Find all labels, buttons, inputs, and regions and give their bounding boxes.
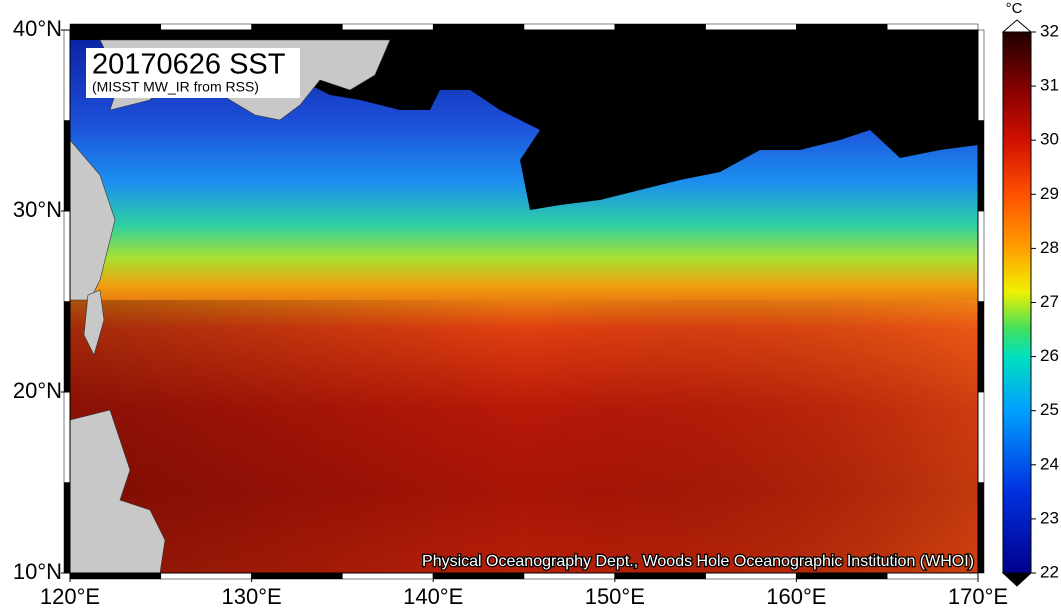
frame-stripe <box>523 572 616 580</box>
frame-stripe <box>705 572 797 580</box>
frame-stripe <box>977 301 985 393</box>
frame-stripe <box>63 29 71 121</box>
x-tick-label: 140°E <box>403 584 463 609</box>
frame-stripe <box>63 391 71 483</box>
y-tick-label: 20°N <box>13 378 62 403</box>
y-tick-label: 10°N <box>13 559 62 584</box>
frame-border <box>69 29 979 574</box>
colorbar-tick-label: 25 <box>1040 400 1059 419</box>
colorbar-tick-label: 32 <box>1040 21 1059 40</box>
credit: Physical Oceanography Dept., Woods Hole … <box>422 553 974 570</box>
sst-field <box>69 30 978 574</box>
x-tick-label: 160°E <box>766 584 826 609</box>
frame-stripe <box>432 572 525 580</box>
frame-stripe <box>63 210 71 302</box>
frame-stripe <box>342 23 434 31</box>
frame-stripe <box>251 572 343 580</box>
frame-stripe <box>977 29 985 121</box>
x-tick-label: 170°E <box>948 584 1008 609</box>
frame-stripe <box>614 23 706 31</box>
colorbar-tick-label: 29 <box>1040 184 1059 203</box>
y-tick-label: 40°N <box>13 16 62 41</box>
x-tick-label: 120°E <box>40 584 100 609</box>
frame-stripe <box>63 120 71 212</box>
sst-shade <box>70 300 978 573</box>
frame-stripe <box>977 482 985 574</box>
frame-stripe <box>614 572 706 580</box>
title-box <box>86 48 300 98</box>
colorbar-max-arrow <box>1001 19 1033 33</box>
frame-stripe <box>63 301 71 393</box>
frame-stripe <box>63 482 71 574</box>
frame-stripe <box>796 572 888 580</box>
colorbar-tick-label: 24 <box>1040 454 1059 473</box>
colorbar-tick-label: 23 <box>1040 508 1059 527</box>
colorbar-tick-label: 30 <box>1040 130 1059 149</box>
frame-stripe <box>69 23 162 31</box>
colorbar-ramp <box>1002 31 1032 574</box>
frame-stripe <box>432 23 525 31</box>
colorbar-unit: °C <box>1006 0 1023 17</box>
frame-stripe <box>160 572 252 580</box>
colorbar-min-arrow <box>1001 572 1033 587</box>
frame-stripe <box>886 572 979 580</box>
colorbar-tick-label: 31 <box>1040 76 1059 95</box>
frame-stripe <box>886 23 979 31</box>
map-frame <box>63 23 985 580</box>
colorbar-tick-label: 28 <box>1040 238 1059 257</box>
frame-stripe <box>977 391 985 483</box>
colorbar-tick-label: 27 <box>1040 292 1059 311</box>
frame-stripe <box>705 23 797 31</box>
colorbar-tick-label: 26 <box>1040 346 1059 365</box>
frame-stripe <box>342 572 434 580</box>
x-tick-label: 130°E <box>222 584 282 609</box>
colorbar-tick-label: 22 <box>1040 562 1059 581</box>
map-subtitle: (MISST MW_IR from RSS) <box>92 79 259 95</box>
frame-stripe <box>251 23 343 31</box>
frame-stripe <box>160 23 252 31</box>
frame-stripe <box>977 210 985 302</box>
x-tick-label: 150°E <box>585 584 645 609</box>
land-taiwan <box>83 289 105 356</box>
frame-stripe <box>796 23 888 31</box>
frame-stripe <box>69 572 162 580</box>
map-title: 20170626 SST <box>92 49 286 81</box>
frame-stripe <box>523 23 616 31</box>
y-tick-label: 30°N <box>13 197 62 222</box>
colorbar: 22 23 24 25 26 27 28 29 30 31 32 <box>1001 19 1059 587</box>
frame-stripe <box>977 120 985 212</box>
